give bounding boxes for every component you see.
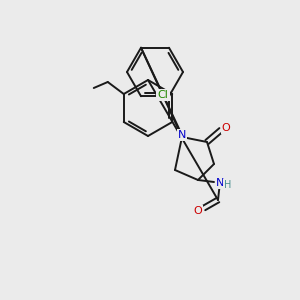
Text: N: N [178, 130, 186, 140]
Text: O: O [222, 123, 230, 133]
Text: Cl: Cl [158, 90, 168, 100]
Text: O: O [194, 206, 202, 216]
Text: H: H [224, 180, 232, 190]
Text: N: N [216, 178, 224, 188]
